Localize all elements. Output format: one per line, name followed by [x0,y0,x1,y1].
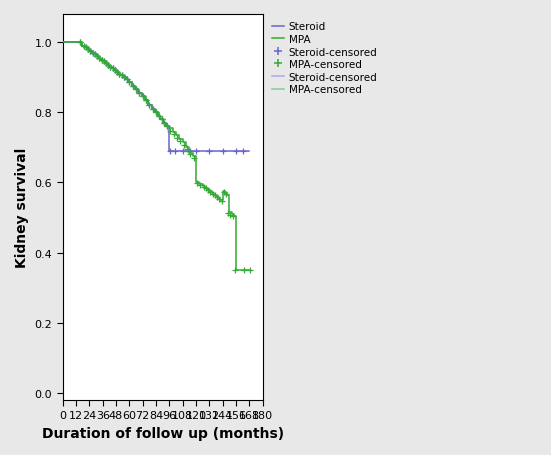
Legend: Steroid, MPA, Steroid-censored, MPA-censored, Steroid-censored, MPA-censored: Steroid, MPA, Steroid-censored, MPA-cens… [270,20,380,97]
Y-axis label: Kidney survival: Kidney survival [15,147,29,268]
X-axis label: Duration of follow up (months): Duration of follow up (months) [42,426,284,440]
